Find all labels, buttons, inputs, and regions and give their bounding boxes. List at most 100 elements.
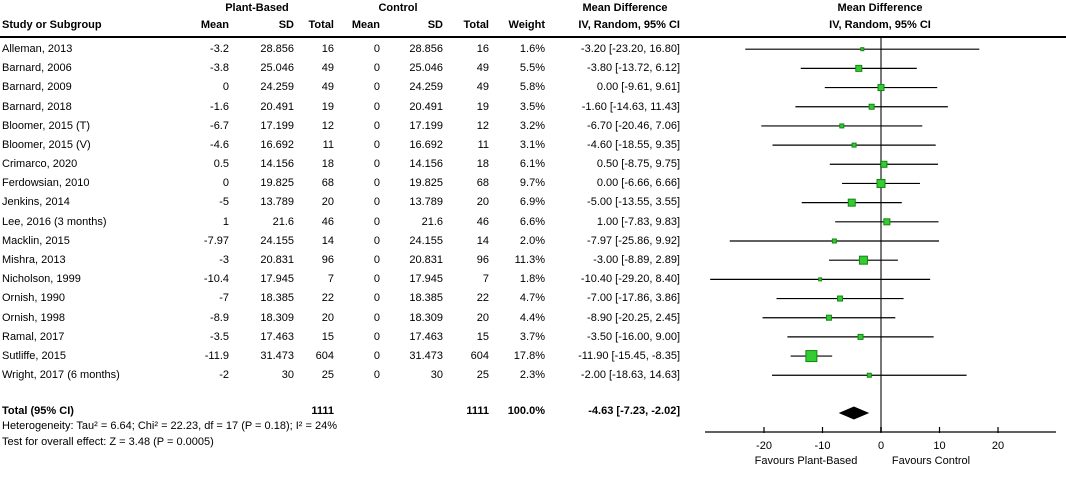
pb-sd: 25.046 <box>260 62 294 75</box>
effect-marker <box>860 47 865 52</box>
effect-marker <box>876 178 886 188</box>
total-pb-n: 1111 <box>311 405 334 417</box>
c-mean: 0 <box>373 253 380 266</box>
pb-total: 20 <box>321 311 334 324</box>
c-sd: 13.789 <box>409 196 443 209</box>
c-sd: 18.309 <box>409 311 443 324</box>
study-name: Ornish, 1990 <box>2 292 65 305</box>
pb-total: 16 <box>321 43 334 55</box>
effect-marker <box>831 238 837 244</box>
weight: 6.1% <box>519 158 545 171</box>
c-mean: 0 <box>373 100 380 113</box>
pb-total: 18 <box>321 158 334 171</box>
study-name: Crimarco, 2020 <box>2 158 78 171</box>
pb-sd: 17.463 <box>260 330 294 343</box>
c-mean: 0 <box>373 138 380 151</box>
col-header-c-sd: SD <box>427 19 443 31</box>
c-mean: 0 <box>373 81 380 94</box>
c-total: 68 <box>476 177 489 190</box>
study-name: Wright, 2017 (6 months) <box>2 369 120 382</box>
weight: 9.7% <box>519 177 545 190</box>
md-ci: 0.50 [-8.75, 9.75] <box>596 158 680 171</box>
pb-mean: -4.6 <box>210 138 229 151</box>
md-ci: -4.60 [-18.55, 9.35] <box>587 138 680 151</box>
c-total: 12 <box>476 119 489 132</box>
total-row: Total (95% CI) 1111 1111 100.0% -4.63 [-… <box>0 402 680 421</box>
pb-sd: 17.199 <box>260 119 294 132</box>
pb-sd: 20.491 <box>260 100 294 113</box>
effect-marker <box>818 277 823 282</box>
col-header-weight: Weight <box>508 19 545 31</box>
pb-sd: 16.692 <box>260 138 294 151</box>
c-total: 18 <box>476 158 489 171</box>
pb-total: 12 <box>321 119 334 132</box>
pooled-diamond <box>838 406 870 420</box>
col-header-pb-mean: Mean <box>200 19 229 31</box>
c-total: 46 <box>476 215 489 228</box>
pb-sd: 17.945 <box>260 273 294 286</box>
col-header-study: Study or Subgroup <box>2 19 102 31</box>
md-ci: -3.00 [-8.89, 2.89] <box>593 253 680 266</box>
weight: 3.2% <box>519 119 545 132</box>
md-ci: 0.00 [-6.66, 6.66] <box>596 177 680 190</box>
c-mean: 0 <box>373 215 380 228</box>
study-name: Barnard, 2018 <box>2 100 72 113</box>
study-row: Lee, 2016 (3 months) 1 21.6 46 0 21.6 46 6.6% 1.… <box>0 213 680 232</box>
study-name: Jenkins, 2014 <box>2 196 70 209</box>
study-row: Crimarco, 2020 0.5 14.156 18 0 14.156 18 6.1% 0.… <box>0 155 680 174</box>
weight: 11.3% <box>514 253 545 266</box>
pb-mean: -5 <box>219 196 229 209</box>
study-row: Ornish, 1998 -8.9 18.309 20 0 18.309 20 4.4% -8.… <box>0 309 680 328</box>
weight: 3.7% <box>519 330 545 343</box>
effect-marker <box>858 255 868 265</box>
pb-mean: -3.8 <box>210 62 229 75</box>
heterogeneity-note: Heterogeneity: Tau² = 6.64; Chi² = 22.23… <box>2 420 337 432</box>
effect-marker <box>866 372 872 378</box>
c-mean: 0 <box>373 292 380 305</box>
pb-total: 68 <box>321 177 334 190</box>
md-ci: -7.00 [-17.86, 3.86] <box>587 292 680 305</box>
c-mean: 0 <box>373 369 380 382</box>
pb-mean: -7.97 <box>203 234 229 247</box>
overall-effect-note: Test for overall effect: Z = 3.48 (P = 0… <box>2 436 214 448</box>
c-sd: 24.259 <box>409 81 443 94</box>
c-mean: 0 <box>373 196 380 209</box>
study-name: Ferdowsian, 2010 <box>2 177 90 190</box>
effect-marker <box>877 84 885 92</box>
c-mean: 0 <box>373 62 380 75</box>
weight: 3.5% <box>519 100 545 113</box>
c-total: 11 <box>477 138 489 151</box>
study-row: Macklin, 2015 -7.97 24.155 14 0 24.155 14 2.0% -… <box>0 232 680 251</box>
pb-sd: 18.309 <box>260 311 294 324</box>
effect-marker <box>857 333 864 340</box>
pb-mean: -6.7 <box>210 119 229 132</box>
axis-tick-label: -20 <box>756 440 772 452</box>
pb-sd: 20.831 <box>260 253 294 266</box>
pb-mean: 0 <box>222 177 229 190</box>
pb-sd: 28.856 <box>260 43 294 55</box>
study-name: Nicholson, 1999 <box>2 273 81 286</box>
c-mean: 0 <box>373 119 380 132</box>
favours-left-label: Favours Plant-Based <box>755 455 858 467</box>
c-sd: 17.199 <box>409 119 443 132</box>
study-name: Alleman, 2013 <box>2 43 73 55</box>
c-sd: 16.692 <box>409 138 443 151</box>
pb-total: 604 <box>315 349 334 362</box>
pb-mean: 0 <box>222 81 229 94</box>
weight: 6.6% <box>519 215 545 228</box>
weight: 17.8% <box>513 349 545 362</box>
forest-plot-canvas: -20 -10 0 10 20 Favours Plant-Based Favours Co… <box>705 38 1056 467</box>
group-header-plant-based: Plant-Based <box>225 2 289 14</box>
c-sd: 20.491 <box>409 100 443 113</box>
c-total: 15 <box>476 330 489 343</box>
study-name: Sutliffe, 2015 <box>2 349 67 362</box>
c-mean: 0 <box>373 330 380 343</box>
study-name: Mishra, 2013 <box>2 253 66 266</box>
pb-total: 15 <box>321 330 334 343</box>
c-total: 7 <box>482 273 489 286</box>
pb-mean: -1.6 <box>210 100 229 113</box>
study-row: Ornish, 1990 -7 18.385 22 0 18.385 22 4.7% -7.00… <box>0 289 680 308</box>
col-header-c-mean: Mean <box>351 19 380 31</box>
pb-sd: 30 <box>281 369 294 382</box>
c-total: 49 <box>476 62 489 75</box>
